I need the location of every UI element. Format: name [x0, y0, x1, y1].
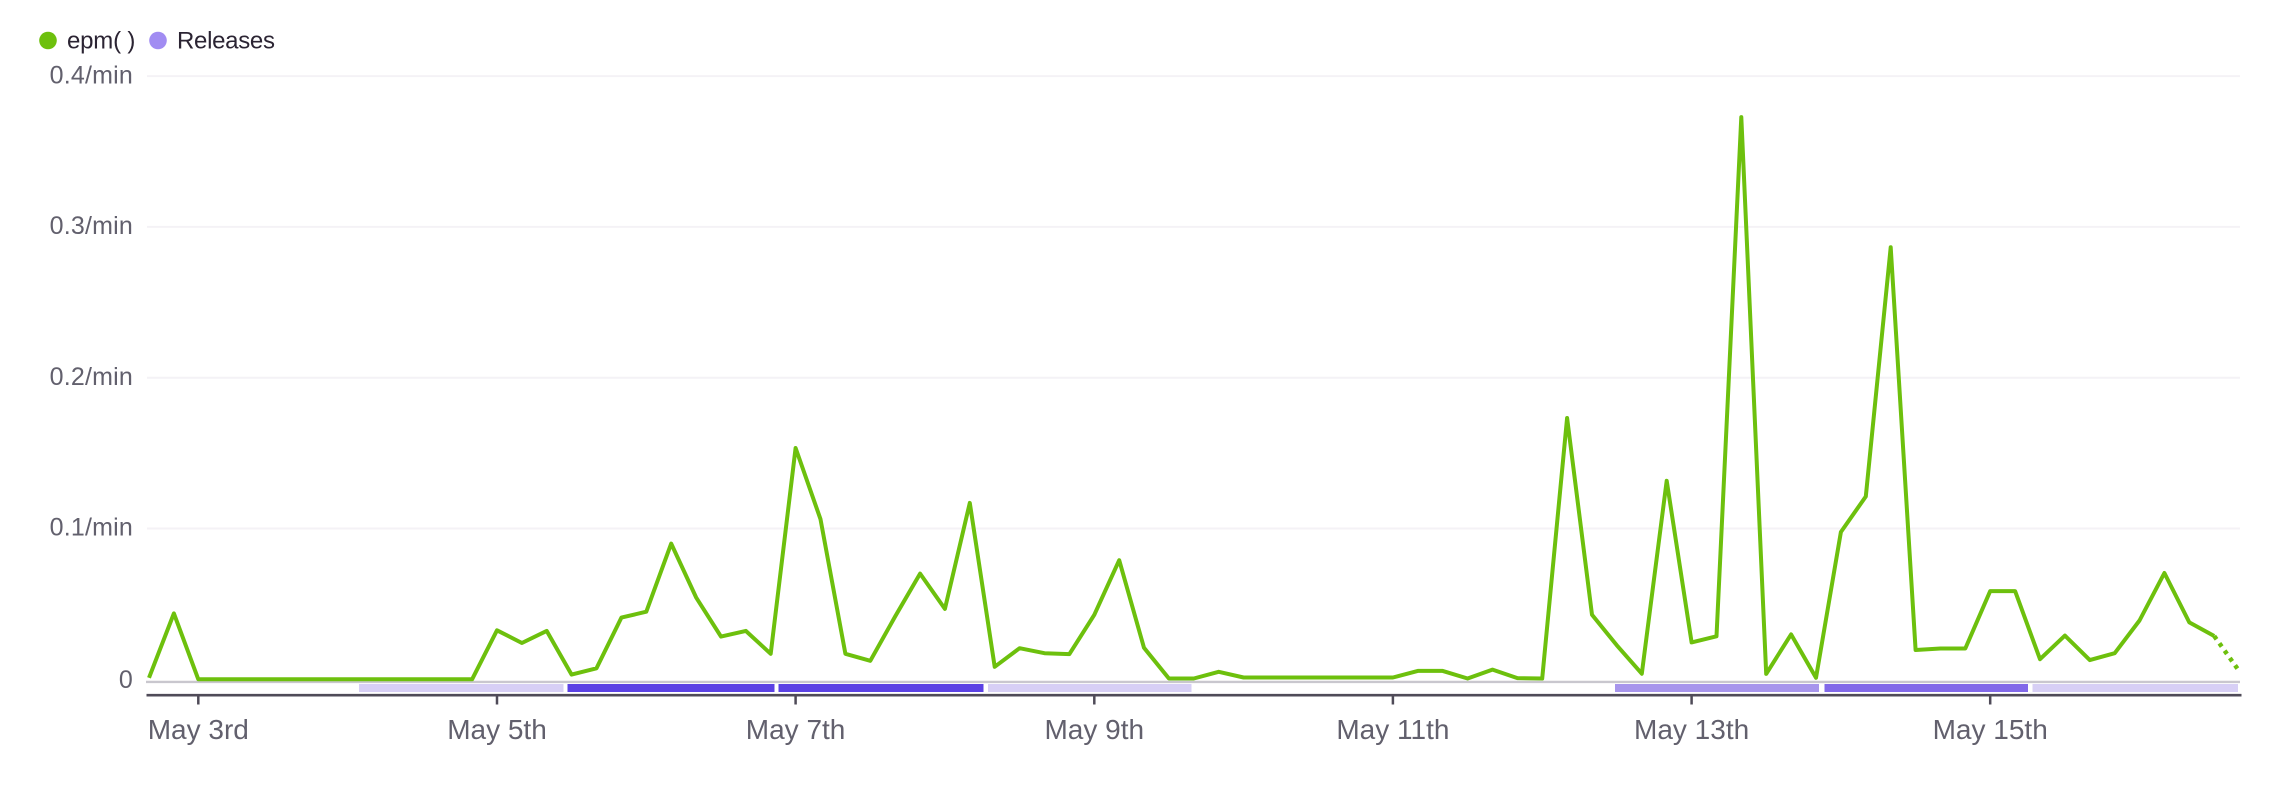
svg-text:0: 0	[119, 666, 133, 694]
svg-text:May 3rd: May 3rd	[148, 714, 249, 745]
svg-text:Releases: Releases	[177, 28, 275, 55]
svg-text:May 15th: May 15th	[1933, 714, 2048, 745]
svg-text:0.1/min: 0.1/min	[50, 514, 133, 542]
svg-text:May 7th: May 7th	[746, 714, 846, 745]
svg-text:0.2/min: 0.2/min	[50, 363, 133, 391]
svg-text:0.4/min: 0.4/min	[50, 61, 133, 89]
svg-text:epm( ): epm( )	[67, 28, 135, 55]
svg-text:May 9th: May 9th	[1044, 714, 1144, 745]
svg-text:0.3/min: 0.3/min	[50, 212, 133, 240]
svg-text:May 5th: May 5th	[447, 714, 547, 745]
svg-text:May 11th: May 11th	[1336, 714, 1449, 745]
svg-text:May 13th: May 13th	[1634, 714, 1749, 745]
